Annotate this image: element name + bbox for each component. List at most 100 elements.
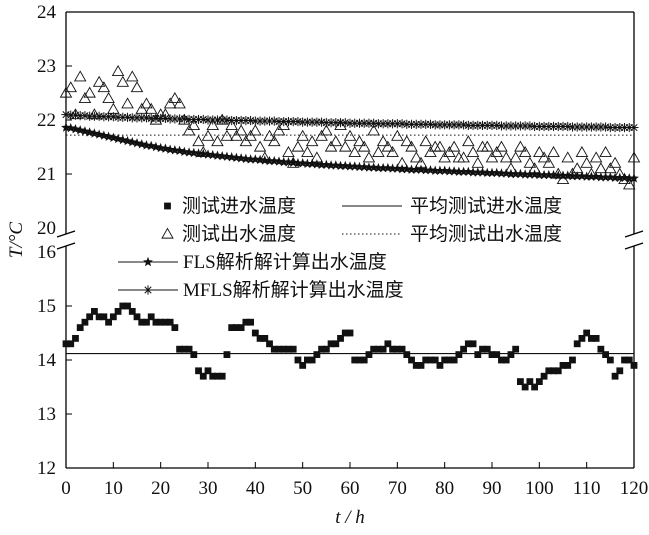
data-point xyxy=(379,345,387,353)
series-4 xyxy=(61,122,639,183)
data-point xyxy=(463,166,474,177)
x-tick-label: 40 xyxy=(246,478,265,499)
data-point xyxy=(206,118,220,130)
data-point xyxy=(393,345,401,353)
data-point xyxy=(599,145,612,157)
data-point xyxy=(373,162,384,173)
data-point xyxy=(436,362,444,369)
data-point xyxy=(630,362,638,369)
data-point xyxy=(363,162,374,172)
data-point xyxy=(162,318,169,326)
data-point xyxy=(498,356,505,364)
series-0 xyxy=(62,302,638,391)
data-point xyxy=(375,345,382,353)
data-point xyxy=(292,158,303,168)
legend-item: MFLS解析解计算出水温度 xyxy=(118,279,404,301)
data-point xyxy=(597,345,605,353)
legend-swatch xyxy=(143,256,153,267)
data-point xyxy=(80,111,90,121)
data-point xyxy=(261,335,269,342)
x-axis-label: t / h xyxy=(335,507,365,528)
data-point xyxy=(307,158,318,168)
data-point xyxy=(540,372,548,380)
data-point xyxy=(403,351,411,358)
data-point xyxy=(179,146,190,157)
data-point xyxy=(315,129,328,141)
data-point xyxy=(580,156,593,168)
y-tick-label: 13 xyxy=(37,404,56,425)
data-point xyxy=(562,170,573,180)
data-point xyxy=(102,91,115,103)
y-tick-label: 14 xyxy=(37,350,57,371)
data-point xyxy=(378,162,389,173)
data-point xyxy=(270,345,278,353)
data-point xyxy=(225,118,238,130)
data-point xyxy=(228,324,236,331)
data-point xyxy=(518,145,532,157)
data-point xyxy=(412,362,420,369)
data-point xyxy=(141,113,152,123)
data-point xyxy=(135,102,149,114)
data-point xyxy=(226,152,237,162)
legend-swatch xyxy=(143,285,153,295)
x-tick-label: 110 xyxy=(573,478,601,499)
data-point xyxy=(259,155,270,165)
y-tick-label: 21 xyxy=(37,164,56,185)
data-point xyxy=(405,140,418,152)
data-point xyxy=(389,345,396,353)
data-point xyxy=(345,161,355,171)
data-point xyxy=(291,140,305,152)
data-point xyxy=(196,145,210,157)
y-tick-label: 15 xyxy=(37,296,56,317)
data-point xyxy=(330,160,341,170)
data-point xyxy=(499,151,513,163)
data-point xyxy=(367,124,380,136)
data-point xyxy=(302,158,313,168)
data-point xyxy=(168,91,182,103)
data-point xyxy=(542,156,556,168)
data-point xyxy=(515,168,526,179)
data-point xyxy=(190,351,198,358)
y-tick-label: 20 xyxy=(37,218,56,239)
data-point xyxy=(406,164,417,174)
data-point xyxy=(280,345,288,353)
data-point xyxy=(490,145,504,157)
data-point xyxy=(179,114,189,124)
x-tick-label: 20 xyxy=(151,478,170,499)
data-point xyxy=(614,172,625,182)
data-point xyxy=(198,114,208,125)
data-point xyxy=(439,165,450,175)
data-point xyxy=(78,91,92,103)
data-point xyxy=(272,124,286,136)
data-point xyxy=(561,151,575,163)
data-point xyxy=(625,356,633,364)
data-point xyxy=(329,135,343,147)
legend-item: 测试进水温度 xyxy=(164,195,296,217)
data-point xyxy=(240,153,251,164)
axis-ticks: 0 10 20 30 40 50 60 70 80 90 100 110 120 20 21 22 23 24 12… xyxy=(37,2,648,499)
data-point xyxy=(357,140,371,152)
data-point xyxy=(62,340,70,348)
data-point xyxy=(537,151,551,163)
data-point xyxy=(231,152,242,163)
data-point xyxy=(430,165,441,175)
data-point xyxy=(73,70,87,82)
data-point xyxy=(545,367,553,375)
data-point xyxy=(293,117,303,127)
data-point xyxy=(586,171,597,181)
data-point xyxy=(171,324,179,331)
data-point xyxy=(554,367,562,375)
data-point xyxy=(324,140,338,152)
data-point xyxy=(237,324,245,331)
data-point xyxy=(340,160,351,171)
data-point xyxy=(269,155,280,166)
x-tick-label: 50 xyxy=(293,478,312,499)
y-tick-label: 24 xyxy=(37,2,57,23)
data-point xyxy=(59,86,73,98)
y-tick-label: 22 xyxy=(37,110,56,131)
data-point xyxy=(211,135,224,147)
data-point xyxy=(64,81,78,93)
data-point xyxy=(166,318,174,326)
data-point xyxy=(354,161,365,172)
